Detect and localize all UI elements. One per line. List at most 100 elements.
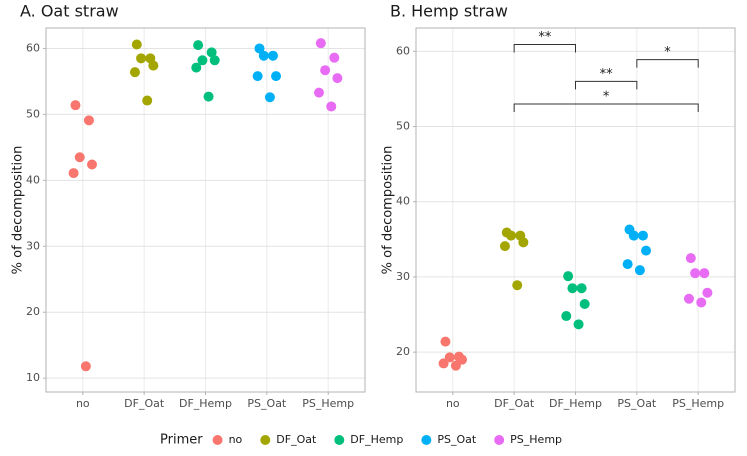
data-point bbox=[264, 92, 275, 103]
panel-title: B. Hemp straw bbox=[390, 2, 508, 21]
y-tick-label: 40 bbox=[26, 173, 40, 186]
y-tick-label: 30 bbox=[396, 270, 410, 283]
data-point bbox=[561, 311, 572, 322]
x-tick-label: no bbox=[76, 397, 90, 410]
x-tick-label: no bbox=[446, 397, 460, 410]
legend-swatch bbox=[334, 435, 345, 445]
legend-swatch bbox=[494, 435, 505, 445]
y-tick-label: 20 bbox=[396, 345, 410, 358]
x-tick-label: PS_Oat bbox=[617, 397, 657, 410]
x-tick-label: PS_Hemp bbox=[672, 397, 724, 410]
y-tick-label: 50 bbox=[26, 107, 40, 120]
data-point bbox=[209, 55, 220, 66]
legend-swatch bbox=[421, 435, 432, 445]
legend-swatch bbox=[212, 435, 223, 445]
data-point bbox=[457, 354, 468, 365]
data-point bbox=[641, 245, 652, 256]
x-tick-label: DF_Hemp bbox=[549, 397, 602, 410]
data-point bbox=[193, 40, 204, 51]
data-point bbox=[683, 293, 694, 304]
significance-bracket bbox=[513, 103, 699, 112]
data-point bbox=[87, 159, 98, 170]
panel-title: A. Oat straw bbox=[20, 2, 119, 21]
data-point bbox=[74, 152, 85, 163]
data-point bbox=[271, 71, 282, 82]
legend-label: DF_Hemp bbox=[350, 433, 403, 446]
y-tick-label: 20 bbox=[26, 305, 40, 318]
data-point bbox=[579, 299, 590, 310]
data-point bbox=[252, 71, 263, 82]
data-point bbox=[567, 283, 578, 294]
data-point bbox=[68, 168, 79, 179]
data-point bbox=[332, 73, 343, 84]
legend-swatch bbox=[260, 435, 271, 445]
data-point bbox=[499, 241, 510, 252]
data-point bbox=[315, 38, 326, 49]
significance-bracket bbox=[575, 80, 638, 90]
x-tick-label: PS_Hemp bbox=[302, 397, 354, 410]
data-point bbox=[450, 360, 461, 371]
data-point bbox=[440, 336, 451, 347]
data-point bbox=[699, 268, 710, 279]
x-tick-label: DF_Oat bbox=[494, 397, 535, 410]
legend-label: no bbox=[229, 433, 243, 446]
x-tick-label: PS_Oat bbox=[247, 397, 287, 410]
significance-label: ** bbox=[538, 30, 552, 45]
legend-label: DF_Oat bbox=[276, 433, 317, 446]
significance-label: * bbox=[603, 89, 610, 104]
data-point bbox=[506, 230, 517, 241]
data-point bbox=[142, 95, 153, 106]
data-point bbox=[690, 268, 701, 279]
x-tick-label: DF_Hemp bbox=[179, 397, 232, 410]
data-point bbox=[685, 253, 696, 264]
data-point bbox=[637, 230, 648, 241]
data-point bbox=[83, 115, 94, 126]
legend-title: Primer bbox=[160, 433, 203, 448]
data-point bbox=[320, 65, 331, 76]
data-point bbox=[258, 50, 269, 61]
y-tick-label: 50 bbox=[396, 120, 410, 133]
data-point bbox=[80, 361, 91, 372]
y-tick-label: 40 bbox=[396, 195, 410, 208]
legend-label: PS_Oat bbox=[437, 433, 477, 446]
data-point bbox=[313, 87, 324, 98]
data-point bbox=[696, 297, 707, 308]
data-point bbox=[563, 271, 574, 282]
data-point bbox=[254, 43, 265, 54]
data-point bbox=[129, 67, 140, 78]
data-point bbox=[573, 319, 584, 330]
y-tick-label: 30 bbox=[26, 239, 40, 252]
data-point bbox=[267, 50, 278, 61]
y-tick-label: 10 bbox=[26, 371, 40, 384]
significance-bracket bbox=[636, 59, 699, 68]
data-point bbox=[622, 259, 633, 270]
data-point bbox=[576, 283, 587, 294]
data-point bbox=[191, 62, 202, 73]
data-point bbox=[329, 52, 340, 63]
y-axis-label: % of decomposition bbox=[381, 146, 396, 275]
x-tick-label: DF_Oat bbox=[124, 397, 165, 410]
y-tick-label: 60 bbox=[26, 41, 40, 54]
data-point bbox=[702, 287, 713, 298]
data-point bbox=[518, 237, 529, 248]
data-point bbox=[628, 230, 639, 241]
data-point bbox=[512, 280, 523, 291]
legend-label: PS_Hemp bbox=[510, 433, 562, 446]
data-point bbox=[444, 352, 455, 363]
data-point bbox=[197, 55, 208, 66]
significance-bracket bbox=[513, 44, 576, 53]
data-point bbox=[136, 53, 147, 64]
data-point bbox=[634, 265, 645, 276]
data-point bbox=[206, 47, 217, 58]
data-point bbox=[148, 60, 159, 71]
significance-label: * bbox=[664, 45, 671, 60]
significance-label: ** bbox=[600, 67, 614, 82]
data-point bbox=[203, 91, 214, 102]
data-point bbox=[326, 101, 337, 112]
data-point bbox=[70, 100, 81, 111]
data-point bbox=[131, 39, 142, 50]
y-tick-label: 60 bbox=[396, 44, 410, 57]
data-point bbox=[438, 358, 449, 369]
y-axis-label: % of decomposition bbox=[11, 146, 26, 275]
